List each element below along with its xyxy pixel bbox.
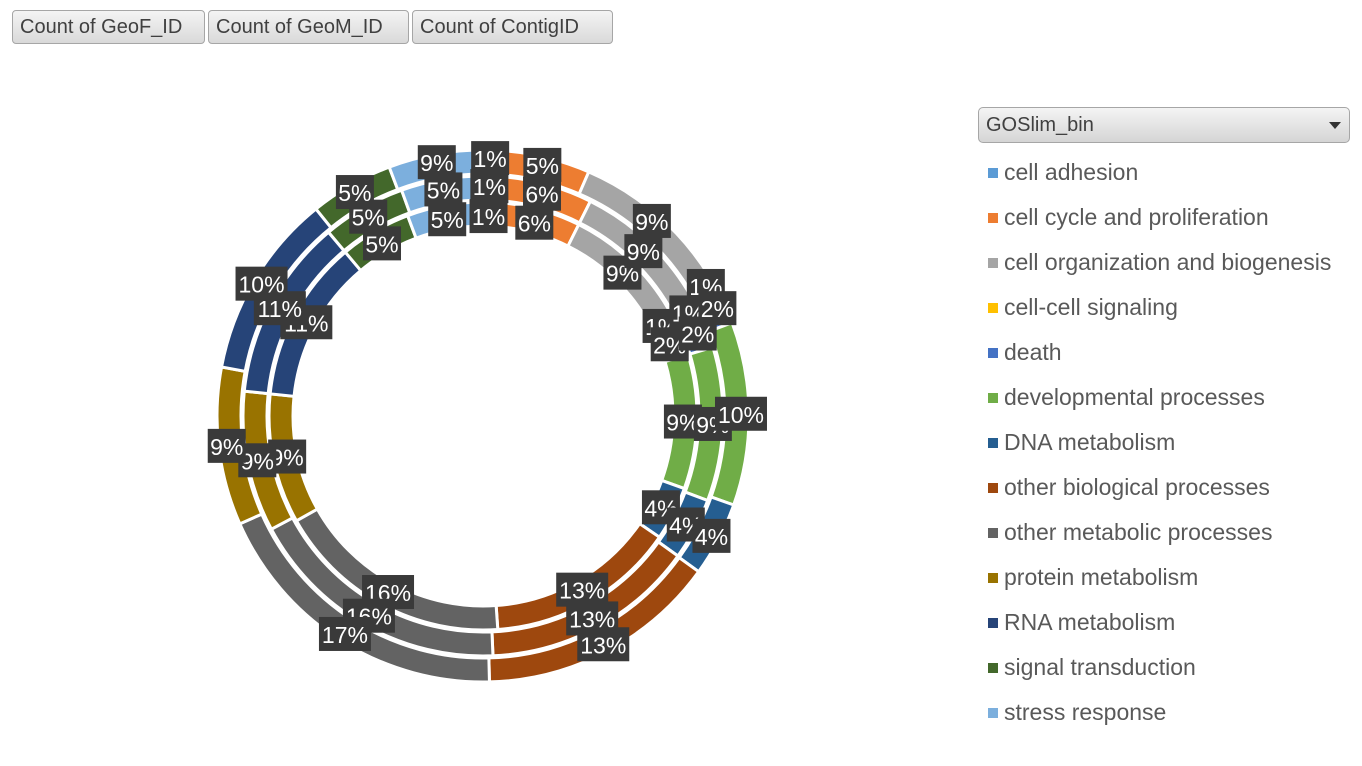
svg-text:13%: 13%	[580, 632, 626, 658]
svg-text:1%: 1%	[473, 174, 506, 200]
data-label-0-7: 13%	[556, 572, 609, 607]
svg-text:9%: 9%	[635, 209, 668, 235]
legend-swatch	[988, 527, 998, 538]
data-label-0-2: 9%	[603, 255, 642, 290]
svg-text:1%: 1%	[472, 204, 505, 230]
data-label-2-0: 1%	[471, 141, 510, 176]
legend-item[interactable]: death	[988, 330, 1331, 375]
field-button-geof[interactable]: Count of GeoF_ID	[12, 10, 205, 44]
legend-item[interactable]: cell-cell signaling	[988, 285, 1331, 330]
legend-label: other biological processes	[1004, 474, 1270, 500]
svg-text:5%: 5%	[338, 180, 371, 206]
data-label-2-12: 9%	[417, 145, 456, 180]
legend-label: developmental processes	[1004, 384, 1265, 410]
legend-swatch	[988, 437, 998, 448]
svg-text:2%: 2%	[701, 296, 734, 322]
data-label-2-8: 17%	[318, 616, 371, 651]
data-label-0-1: 6%	[515, 205, 554, 240]
svg-text:5%: 5%	[431, 207, 464, 233]
legend-label: cell adhesion	[1004, 159, 1139, 185]
legend-item[interactable]: cell adhesion	[988, 150, 1331, 195]
legend-label: other metabolic processes	[1004, 519, 1273, 545]
legend-swatch	[988, 347, 998, 358]
legend-swatch	[988, 617, 998, 628]
svg-text:4%: 4%	[695, 524, 728, 550]
data-label-2-7: 13%	[577, 627, 630, 662]
legend-item[interactable]: cell organization and biogenesis	[988, 240, 1331, 285]
svg-text:5%: 5%	[427, 177, 460, 203]
data-label-2-1: 5%	[523, 147, 562, 182]
svg-text:17%: 17%	[322, 622, 368, 648]
legend-label: protein metabolism	[1004, 564, 1199, 590]
svg-text:1%: 1%	[474, 146, 507, 172]
data-label-2-6: 4%	[692, 518, 731, 553]
legend-label: cell-cell signaling	[1004, 294, 1178, 320]
svg-text:13%: 13%	[559, 578, 605, 604]
legend-swatch	[988, 257, 998, 268]
svg-text:5%: 5%	[365, 231, 398, 257]
data-label-2-5: 10%	[714, 396, 767, 431]
svg-text:5%: 5%	[526, 153, 559, 179]
data-label-2-11: 5%	[335, 175, 374, 210]
legend-label: stress response	[1004, 699, 1167, 725]
legend-swatch	[988, 167, 998, 178]
legend-dropdown-label: GOSlim_bin	[986, 113, 1094, 136]
legend-item[interactable]: cell cycle and proliferation	[988, 195, 1331, 240]
field-button-geom[interactable]: Count of GeoM_ID	[208, 10, 409, 44]
svg-text:6%: 6%	[518, 211, 551, 237]
data-label-0-0: 1%	[469, 199, 508, 234]
chevron-down-icon[interactable]	[1329, 122, 1341, 129]
svg-text:9%: 9%	[210, 434, 243, 460]
legend-swatch	[988, 662, 998, 673]
legend-field-dropdown[interactable]: GOSlim_bin	[978, 107, 1350, 143]
svg-text:10%: 10%	[718, 402, 764, 428]
legend-label: signal transduction	[1004, 654, 1196, 680]
legend-swatch	[988, 707, 998, 718]
legend-item[interactable]: other biological processes	[988, 465, 1331, 510]
svg-text:6%: 6%	[525, 182, 558, 208]
svg-text:2%: 2%	[681, 322, 714, 348]
legend-item[interactable]: other metabolic processes	[988, 510, 1331, 555]
data-label-2-9: 9%	[207, 428, 246, 463]
svg-text:9%: 9%	[420, 150, 453, 176]
data-label-2-2: 9%	[632, 203, 671, 238]
legend-item[interactable]: stress response	[988, 690, 1331, 735]
legend-label: DNA metabolism	[1004, 429, 1176, 455]
data-label-1-2: 9%	[624, 234, 663, 269]
field-button-contig[interactable]: Count of ContigID	[412, 10, 613, 44]
legend-swatch	[988, 482, 998, 493]
legend-item[interactable]: DNA metabolism	[988, 420, 1331, 465]
legend-item[interactable]: signal transduction	[988, 645, 1331, 690]
legend-label: cell organization and biogenesis	[1004, 249, 1332, 275]
data-label-2-4: 2%	[698, 291, 737, 326]
data-label-1-1: 6%	[523, 176, 562, 211]
legend-swatch	[988, 302, 998, 313]
legend-item[interactable]: RNA metabolism	[988, 600, 1331, 645]
legend: cell adhesion cell cycle and proliferatio…	[988, 150, 1331, 735]
legend-swatch	[988, 572, 998, 583]
legend-label: cell cycle and proliferation	[1004, 204, 1269, 230]
legend-label: death	[1004, 339, 1062, 365]
svg-text:10%: 10%	[239, 272, 285, 298]
data-label-0-12: 5%	[428, 202, 467, 237]
data-label-2-10: 10%	[235, 266, 288, 301]
legend-label: RNA metabolism	[1004, 609, 1176, 635]
legend-swatch	[988, 392, 998, 403]
legend-swatch	[988, 212, 998, 223]
legend-item[interactable]: protein metabolism	[988, 555, 1331, 600]
svg-text:9%: 9%	[627, 239, 660, 265]
legend-item[interactable]: developmental processes	[988, 375, 1331, 420]
svg-text:9%: 9%	[241, 448, 274, 474]
